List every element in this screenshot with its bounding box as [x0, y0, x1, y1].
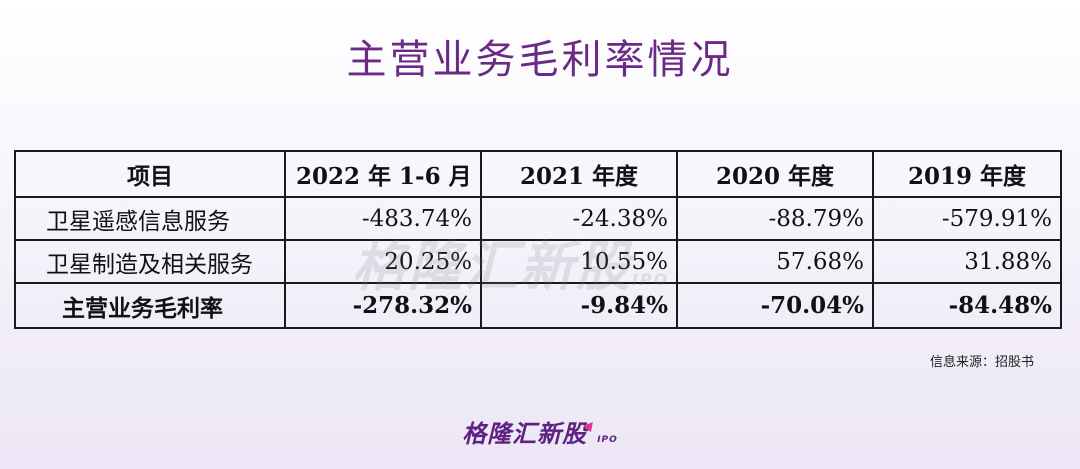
cell-value: 20.25%	[284, 239, 482, 284]
page-title: 主营业务毛利率情况	[346, 37, 734, 83]
total-value: -9.84%	[480, 282, 678, 329]
cell-value: -483.74%	[284, 196, 482, 241]
row-label: 卫星制造及相关服务	[14, 239, 286, 284]
header-2022h1: 2022 年 1-6 月	[284, 150, 482, 198]
table-row: 卫星制造及相关服务 20.25% 10.55% 57.68% 31.88%	[14, 239, 1062, 284]
table-row: 卫星遥感信息服务 -483.74% -24.38% -88.79% -579.9…	[14, 196, 1062, 241]
table-total-row: 主营业务毛利率 -278.32% -9.84% -70.04% -84.48%	[14, 282, 1062, 329]
header-item: 项目	[14, 150, 286, 198]
total-value: -278.32%	[284, 282, 482, 329]
source-note: 信息来源：招股书	[929, 355, 1034, 370]
cell-value: 31.88%	[872, 239, 1062, 284]
gross-margin-table-container: 项目 2022 年 1-6 月 2021 年度 2020 年度 2019 年度 …	[14, 150, 1062, 329]
header-2021: 2021 年度	[480, 150, 678, 198]
header-2019: 2019 年度	[872, 150, 1062, 198]
total-value: -70.04%	[676, 282, 874, 329]
cell-value: 10.55%	[480, 239, 678, 284]
total-label: 主营业务毛利率	[14, 282, 286, 329]
total-value: -84.48%	[872, 282, 1062, 329]
cell-value: -579.91%	[872, 196, 1062, 241]
row-label: 卫星遥感信息服务	[14, 196, 286, 241]
header-2020: 2020 年度	[676, 150, 874, 198]
logo-mark: 格隆汇新股 IPO	[462, 414, 618, 449]
cell-value: -24.38%	[480, 196, 678, 241]
cell-value: 57.68%	[676, 239, 874, 284]
logo-ipo: IPO	[597, 435, 618, 445]
table-header-row: 项目 2022 年 1-6 月 2021 年度 2020 年度 2019 年度	[14, 150, 1062, 198]
cell-value: -88.79%	[676, 196, 874, 241]
footer-logo: 格隆汇新股 IPO	[0, 414, 1080, 449]
logo-text: 格隆汇新股	[462, 420, 588, 448]
gross-margin-table: 项目 2022 年 1-6 月 2021 年度 2020 年度 2019 年度 …	[14, 150, 1062, 329]
